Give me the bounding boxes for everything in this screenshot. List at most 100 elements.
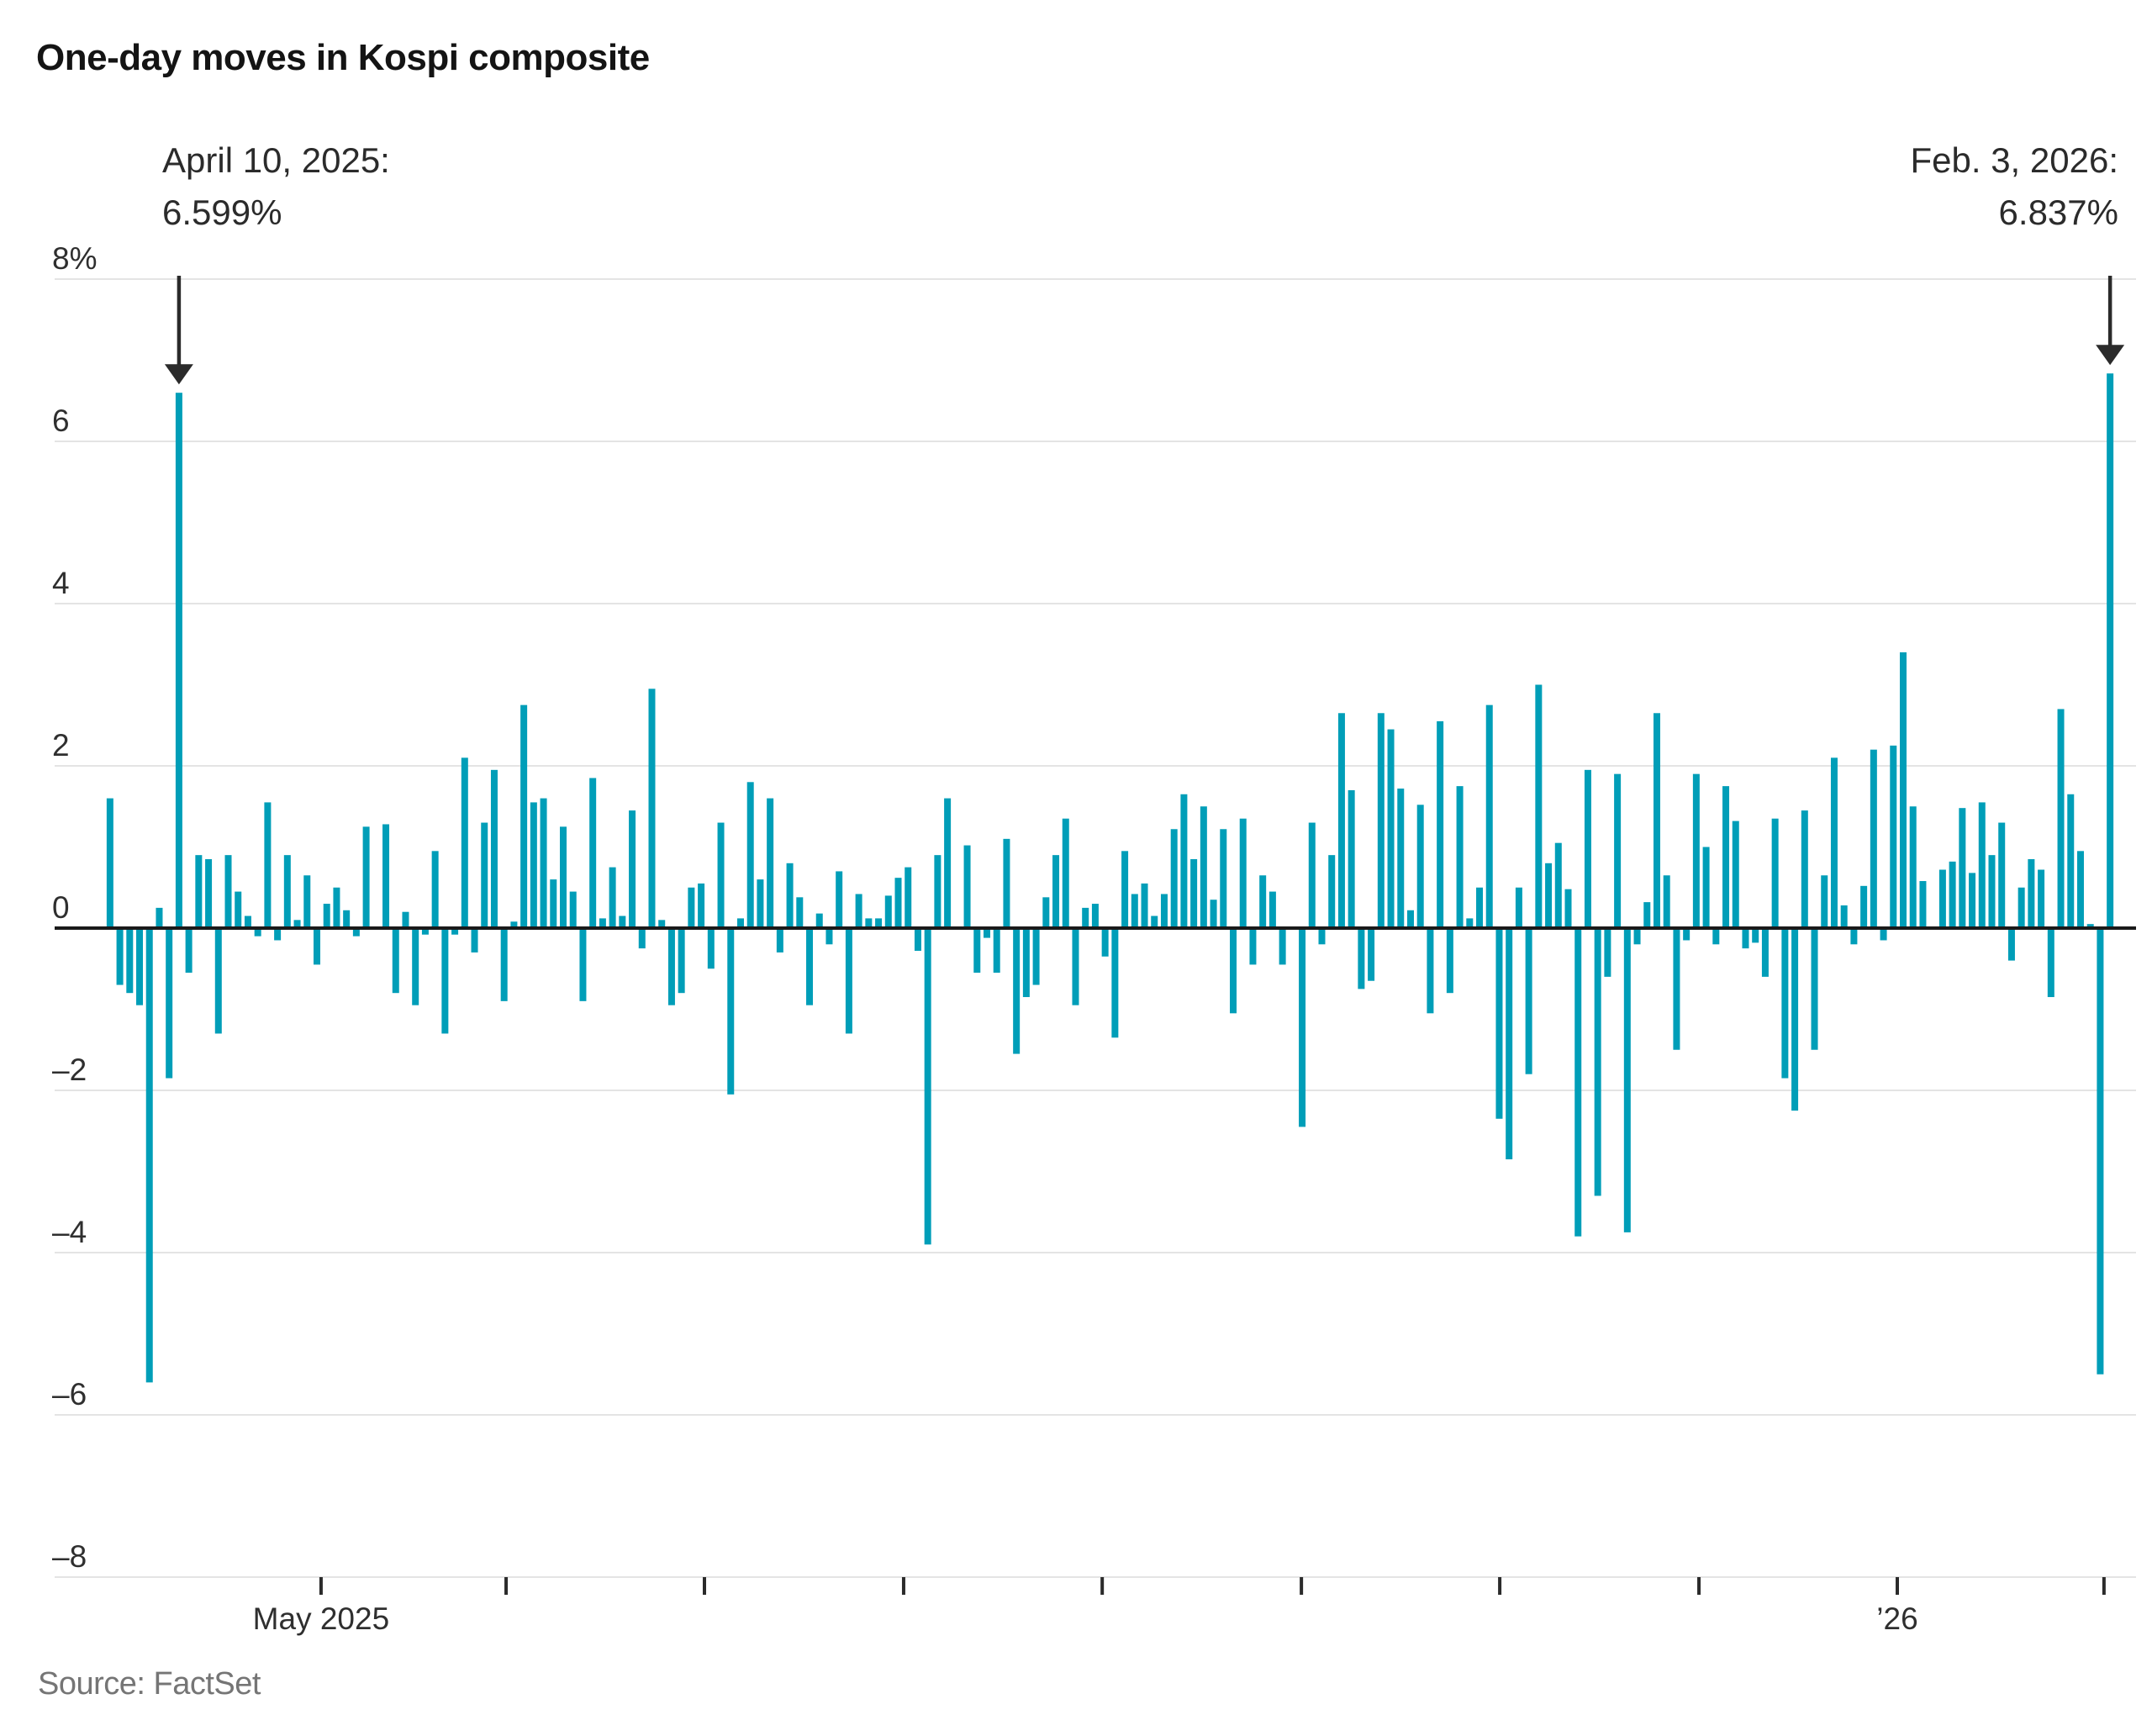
bar bbox=[1249, 928, 1257, 965]
bar bbox=[1446, 928, 1453, 994]
bar bbox=[638, 928, 646, 949]
bar bbox=[1072, 928, 1079, 1005]
bar bbox=[1959, 808, 1966, 928]
y-axis-label: –6 bbox=[52, 1377, 87, 1411]
bar bbox=[825, 928, 833, 945]
bar bbox=[589, 778, 597, 928]
bar bbox=[1318, 928, 1326, 945]
bar bbox=[1781, 928, 1789, 1079]
chart-title: One-day moves in Kospi composite bbox=[36, 37, 650, 78]
bar bbox=[776, 928, 783, 952]
bar bbox=[609, 867, 616, 928]
bar bbox=[1299, 928, 1306, 1127]
bar bbox=[175, 393, 182, 928]
bar bbox=[1190, 858, 1198, 928]
bar bbox=[983, 928, 990, 938]
bar bbox=[1437, 720, 1444, 928]
bar bbox=[963, 845, 971, 928]
bar bbox=[1013, 928, 1021, 1054]
bar bbox=[667, 928, 675, 1005]
y-axis-label: 4 bbox=[52, 566, 70, 600]
bar bbox=[1722, 786, 1730, 928]
bar bbox=[264, 802, 272, 928]
bar bbox=[796, 897, 804, 928]
annotation-april-10-date: April 10, 2025: bbox=[162, 140, 390, 180]
bar bbox=[1200, 806, 1207, 928]
bar bbox=[648, 689, 656, 928]
bar bbox=[2086, 924, 2094, 928]
bar bbox=[1653, 713, 1660, 928]
bar bbox=[1476, 887, 1484, 928]
bar bbox=[1091, 904, 1099, 928]
bar bbox=[343, 910, 351, 928]
bar bbox=[185, 928, 193, 974]
bar bbox=[1574, 928, 1582, 1237]
bar bbox=[1633, 928, 1641, 945]
bar bbox=[786, 863, 794, 928]
bar bbox=[195, 855, 203, 928]
bar bbox=[875, 918, 883, 928]
bar bbox=[530, 802, 537, 928]
annotation-april-10-value: 6.599% bbox=[162, 193, 282, 232]
bar bbox=[520, 704, 528, 928]
bar bbox=[323, 904, 330, 928]
annotation-arrow-head bbox=[2096, 345, 2125, 366]
bar bbox=[727, 928, 735, 1095]
bar bbox=[1535, 684, 1543, 928]
bar bbox=[934, 855, 942, 928]
annotation-april-10: April 10, 2025: 6.599% bbox=[162, 135, 390, 239]
y-axis-label: 6 bbox=[52, 404, 70, 438]
bar bbox=[1702, 847, 1710, 928]
bar bbox=[1042, 897, 1050, 928]
bar bbox=[1377, 713, 1385, 928]
bar bbox=[698, 883, 705, 928]
bar bbox=[1269, 891, 1276, 928]
bar bbox=[1111, 928, 1119, 1038]
y-axis-label: –4 bbox=[52, 1215, 87, 1249]
bar bbox=[106, 798, 113, 928]
source-credit: Source: FactSet bbox=[38, 1666, 261, 1702]
bar bbox=[283, 855, 291, 928]
bar bbox=[1022, 928, 1030, 998]
bar bbox=[402, 911, 409, 928]
bar bbox=[1259, 875, 1267, 928]
bar bbox=[510, 921, 518, 928]
bar bbox=[550, 879, 557, 928]
bar bbox=[441, 928, 449, 1034]
bar bbox=[1121, 851, 1129, 928]
bar bbox=[717, 822, 725, 928]
bar bbox=[2057, 709, 2065, 928]
bar bbox=[678, 928, 685, 994]
bar bbox=[1830, 757, 1838, 928]
bar bbox=[274, 928, 282, 941]
bar bbox=[569, 891, 577, 928]
bar bbox=[1683, 928, 1690, 941]
bar bbox=[1279, 928, 1286, 965]
bar bbox=[1870, 749, 1877, 928]
bar bbox=[658, 920, 666, 928]
bar bbox=[382, 824, 390, 928]
bar bbox=[1604, 928, 1611, 977]
bar bbox=[1170, 829, 1178, 928]
y-axis-label: 8% bbox=[52, 241, 97, 276]
bar bbox=[973, 928, 981, 974]
bar bbox=[1949, 861, 1956, 928]
bar bbox=[1969, 873, 1976, 928]
bar bbox=[1062, 818, 1069, 928]
bar bbox=[905, 867, 912, 928]
bar bbox=[1485, 704, 1493, 928]
bar bbox=[2067, 794, 2075, 928]
bar bbox=[235, 891, 242, 928]
bar bbox=[1584, 769, 1591, 928]
bar bbox=[1358, 928, 1365, 989]
bar bbox=[1771, 818, 1779, 928]
bar bbox=[1712, 928, 1720, 945]
bar bbox=[412, 928, 419, 1005]
y-axis-label: 0 bbox=[52, 890, 70, 925]
bar bbox=[352, 928, 360, 937]
y-axis-label: –2 bbox=[52, 1053, 87, 1087]
bar bbox=[1387, 729, 1395, 928]
bar bbox=[1801, 810, 1808, 928]
x-axis-label: ’26 bbox=[1876, 1601, 1917, 1636]
